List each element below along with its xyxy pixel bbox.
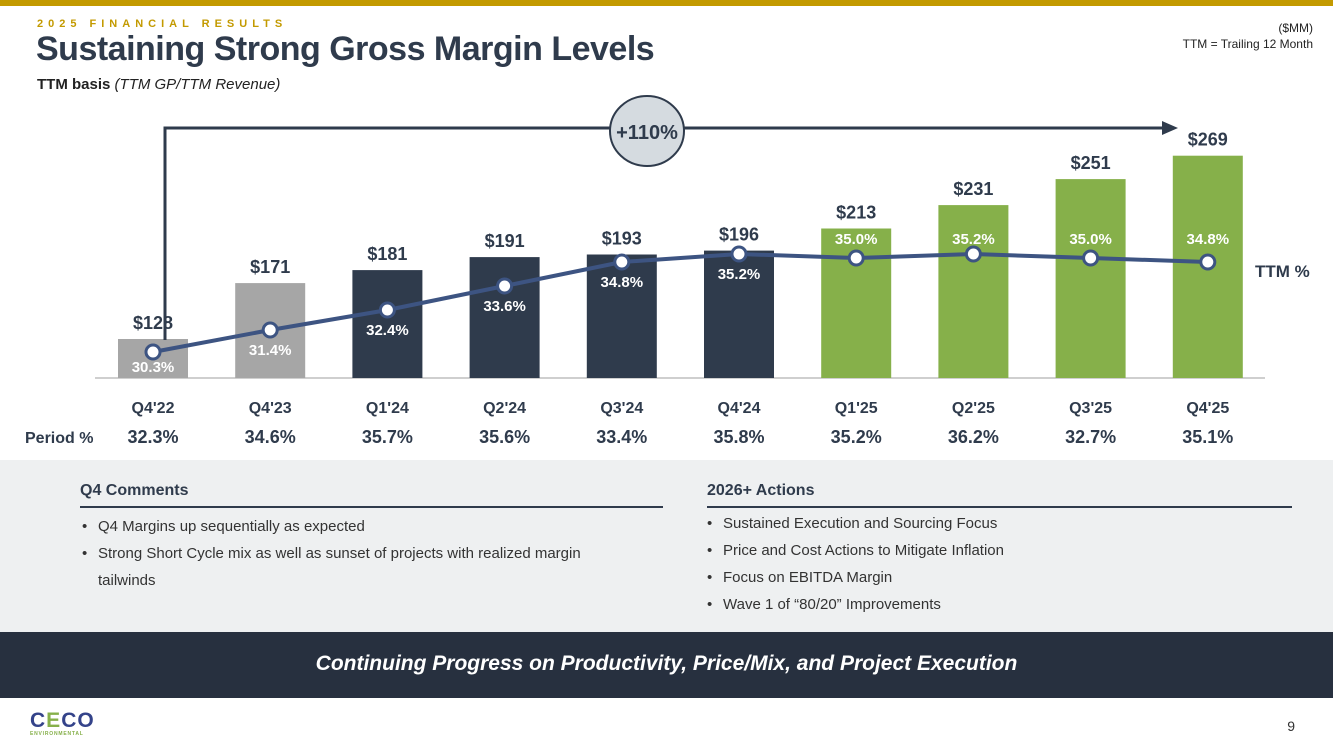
- growth-label: +110%: [616, 122, 678, 144]
- list-item: Price and Cost Actions to Mitigate Infla…: [705, 537, 1285, 564]
- ttm-point: [964, 245, 982, 263]
- list-item: Wave 1 of “80/20” Improvements: [705, 591, 1285, 618]
- ttm-note: TTM = Trailing 12 Month: [1182, 37, 1313, 51]
- ttm-point: [378, 301, 396, 319]
- comments-list: Q4 Margins up sequentially as expected S…: [80, 513, 640, 594]
- subtitle-bold: TTM basis: [37, 76, 111, 93]
- ttm-point-label: 35.0%: [1069, 231, 1112, 248]
- page-title: Sustaining Strong Gross Margin Levels: [36, 30, 655, 68]
- x-tick-label: Q4'24: [718, 400, 761, 417]
- x-tick-label: Q1'25: [835, 400, 878, 417]
- bar: [352, 270, 423, 378]
- period-value: 35.6%: [479, 427, 530, 447]
- bar-value-label: $193: [602, 229, 642, 249]
- period-value: 34.6%: [245, 427, 296, 447]
- x-tick-label: Q3'24: [600, 400, 643, 417]
- ttm-point-label: 30.3%: [132, 359, 175, 376]
- ttm-point-label: 31.4%: [249, 342, 292, 359]
- ceco-logo: CECO ENVIRONMENTAL: [30, 709, 95, 737]
- ttm-point-label: 35.2%: [952, 231, 995, 248]
- bar: [469, 257, 540, 378]
- period-value: 35.1%: [1182, 427, 1233, 447]
- bar-value-label: $191: [485, 231, 525, 251]
- ttm-point-label: 33.6%: [483, 298, 526, 315]
- x-tick-label: Q2'24: [483, 400, 526, 417]
- period-value: 33.4%: [596, 427, 647, 447]
- period-value: 32.3%: [127, 427, 178, 447]
- unit-note: ($MM) TTM = Trailing 12 Month: [1183, 20, 1313, 52]
- bar: [704, 250, 774, 378]
- bar-value-label: $196: [719, 225, 759, 245]
- period-value: 35.7%: [362, 427, 413, 447]
- banner: Continuing Progress on Productivity, Pri…: [0, 632, 1333, 698]
- ttm-point: [1199, 253, 1217, 271]
- list-item: Q4 Margins up sequentially as expected: [80, 513, 640, 540]
- subtitle: TTM basis (TTM GP/TTM Revenue): [37, 76, 280, 93]
- x-tick-label: Q1'24: [366, 400, 409, 417]
- ttm-point-label: 35.0%: [835, 231, 878, 248]
- top-accent-bar: [0, 0, 1333, 6]
- bar-value-label: $251: [1071, 153, 1111, 173]
- x-tick-label: Q2'25: [952, 400, 995, 417]
- period-value: 32.7%: [1065, 427, 1116, 447]
- bar: [938, 205, 1009, 378]
- list-item: Focus on EBITDA Margin: [705, 564, 1285, 591]
- unit: ($MM): [1278, 21, 1313, 35]
- period-value: 36.2%: [948, 427, 999, 447]
- x-tick-label: Q4'22: [132, 400, 175, 417]
- comments-title: Q4 Comments: [80, 482, 663, 508]
- bar: [1055, 179, 1126, 378]
- growth-arrow: [163, 126, 1165, 340]
- ttm-point: [144, 343, 162, 361]
- ttm-point-label: 32.4%: [366, 322, 409, 339]
- subtitle-italic: (TTM GP/TTM Revenue): [114, 76, 281, 93]
- period-value: 35.2%: [831, 427, 882, 447]
- arrowhead-icon: [1162, 121, 1178, 135]
- list-item: Strong Short Cycle mix as well as sunset…: [80, 540, 640, 594]
- bar-value-label: $213: [836, 203, 876, 223]
- x-tick-label: Q3'25: [1069, 400, 1112, 417]
- bar: [586, 254, 657, 378]
- growth-badge: [609, 95, 685, 167]
- ttm-point: [496, 277, 514, 295]
- ttm-point: [613, 253, 631, 271]
- kicker: 2025 FINANCIAL RESULTS: [37, 18, 288, 30]
- bar-value-label: $181: [367, 244, 407, 264]
- ttm-point-label: 35.2%: [718, 266, 761, 283]
- ttm-point-label: 34.8%: [1187, 231, 1230, 248]
- period-value: 35.8%: [713, 427, 764, 447]
- chart: $128 Q4'22 32.3% $171 Q4'23 34.6% $181 Q1'24 35.…: [25, 95, 1310, 447]
- list-item: Sustained Execution and Sourcing Focus: [705, 510, 1285, 537]
- ttm-legend-label: TTM %: [1255, 262, 1310, 281]
- x-tick-label: Q4'23: [249, 400, 292, 417]
- ttm-point-label: 34.8%: [601, 274, 644, 291]
- bar-value-label: $128: [133, 313, 173, 333]
- period-label: Period %: [25, 430, 93, 447]
- ttm-point: [1082, 249, 1100, 267]
- ttm-line: [152, 251, 1208, 354]
- bar-value-label: $171: [250, 257, 290, 277]
- bar-value-label: $269: [1188, 130, 1228, 150]
- ttm-point: [730, 245, 748, 263]
- actions-title: 2026+ Actions: [707, 482, 1292, 508]
- ttm-point: [847, 249, 865, 267]
- actions-list: Sustained Execution and Sourcing Focus P…: [705, 510, 1285, 618]
- bar-value-label: $231: [953, 179, 993, 199]
- page-number: 9: [1287, 718, 1295, 734]
- x-tick-label: Q4'25: [1186, 400, 1229, 417]
- comments-panel: Q4 Comments Q4 Margins up sequentially a…: [0, 460, 1333, 632]
- ttm-point: [261, 321, 279, 339]
